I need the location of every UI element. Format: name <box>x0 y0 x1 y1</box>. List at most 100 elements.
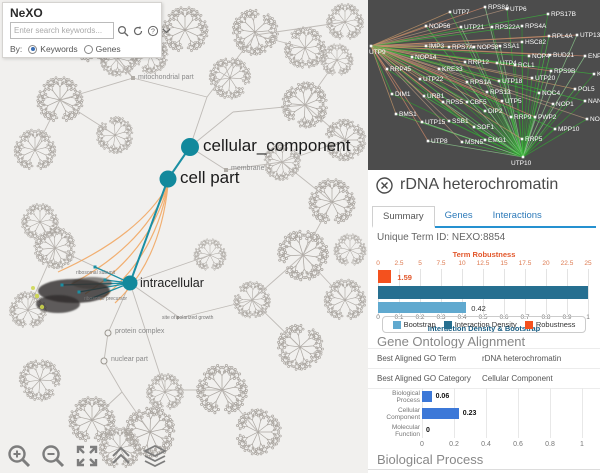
gene-node-UTP7[interactable]: UTP7 <box>453 9 470 16</box>
gene-node-ENP1[interactable]: ENP1 <box>588 53 600 60</box>
gene-node-IMP3[interactable]: IMP3 <box>429 43 445 50</box>
legend-item-bootstrap: Bootstrap <box>392 320 436 329</box>
term-title: rDNA heterochromatin <box>400 176 559 193</box>
gene-node-EMG1[interactable]: EMG1 <box>488 137 507 144</box>
zoom-in-button[interactable] <box>4 442 34 470</box>
ontology-graph-pane[interactable]: cellular_component cell part intracellular… <box>0 0 368 473</box>
gene-network-pane[interactable]: UTP9 UTP7 RPS8A UTP6 RPS17B NOP56 UTP21 RPS22A R… <box>368 0 600 170</box>
gene-node-RPS4A[interactable]: RPS4A <box>525 23 547 30</box>
gene-node-UTP8[interactable]: UTP8 <box>431 138 448 145</box>
layers-button[interactable] <box>140 442 170 470</box>
gene-node-NOC4[interactable]: NOC4 <box>542 90 561 97</box>
bootstrap-bar <box>378 302 467 313</box>
radio-keywords[interactable] <box>28 44 38 54</box>
search-input[interactable] <box>10 22 114 39</box>
gene-node-RRP9[interactable]: RRP9 <box>514 114 532 121</box>
robustness-value: 1.59 <box>397 273 412 282</box>
gene-node-RPS7A[interactable]: RPS7A <box>452 44 474 51</box>
gene-node-UTP20[interactable]: UTP20 <box>535 75 556 82</box>
close-icon[interactable] <box>376 176 393 194</box>
radio-genes[interactable] <box>83 44 93 54</box>
collapse-panel-chevron-icon[interactable] <box>162 26 171 35</box>
gene-node-RPS13[interactable]: RPS13 <box>490 89 511 96</box>
gene-node-RPS22A[interactable]: RPS22A <box>495 24 520 31</box>
radio-genes-label[interactable]: Genes <box>95 44 121 54</box>
gene-node-RPS9B[interactable]: RPS9B <box>554 68 576 75</box>
gene-node-RRP45[interactable]: RRP45 <box>390 66 411 73</box>
gene-node-BMS1[interactable]: BMS1 <box>399 111 417 118</box>
term-robustness-chart: Term Robustness 0 2.5 5 7.5 10 12.5 15 17.5 20 22… <box>368 250 600 342</box>
gene-node-SSB1[interactable]: SSB1 <box>452 118 469 125</box>
gene-node-UTP5[interactable]: UTP5 <box>505 98 522 105</box>
gene-node-RPS8A[interactable]: RPS8A <box>488 4 510 11</box>
robustness-axis-label: Interaction Density & Bootstrap <box>427 324 541 333</box>
gene-node-UTP9[interactable]: UTP9 <box>369 49 386 56</box>
search-panel: NeXO ? By: Keywords <box>2 2 171 58</box>
gene-node-UTP10[interactable]: UTP10 <box>511 160 532 167</box>
gene-node-RPL4A[interactable]: RPL4A <box>552 33 573 40</box>
collapse-all-button[interactable] <box>106 442 136 470</box>
term-detail-panel: rDNA heterochromatin Summary Genes Interac… <box>368 170 600 473</box>
gene-node-NOP58[interactable]: NOP58 <box>477 44 499 51</box>
gene-node-RRP12[interactable]: RRP12 <box>468 59 489 66</box>
app-title: NeXO <box>10 6 43 20</box>
gene-node-NOP4[interactable]: NOP4 <box>532 53 550 60</box>
gene-node-NOP6[interactable]: NOP6 <box>590 116 600 123</box>
gene-node-UTP4[interactable]: UTP4 <box>500 60 517 67</box>
search-by-label: By: <box>10 44 23 54</box>
unique-term-id: Unique Term ID: NEXO:8854 <box>377 232 506 243</box>
gene-node-MPP10[interactable]: MPP10 <box>558 126 580 133</box>
gene-node-RPS17B[interactable]: RPS17B <box>551 11 576 18</box>
refresh-icon[interactable] <box>132 25 144 37</box>
bootstrap-value: 0.42 <box>471 304 486 313</box>
gene-node-DIP2[interactable]: DIP2 <box>488 108 503 115</box>
gene-node-RCL1[interactable]: RCL1 <box>518 62 535 69</box>
tab-summary[interactable]: Summary <box>372 206 435 228</box>
gene-node-UTP18[interactable]: UTP18 <box>502 78 523 85</box>
gene-node-KRE33[interactable]: KRE33 <box>442 66 463 73</box>
node-circle-cellular-component[interactable] <box>181 138 199 156</box>
next-section-heading: Biological Process <box>377 452 484 467</box>
help-icon[interactable]: ? <box>147 25 159 37</box>
alignment-heading: Gene Ontology Alignment <box>377 334 526 349</box>
zoom-out-button[interactable] <box>38 442 68 470</box>
tab-interactions[interactable]: Interactions <box>492 210 542 221</box>
go-chart-row: Cellular Component 0.23 <box>386 406 477 421</box>
gene-node-UTP13[interactable]: UTP13 <box>580 32 600 39</box>
gene-node-URB1[interactable]: URB1 <box>427 93 445 100</box>
gene-node-UTP15[interactable]: UTP15 <box>425 119 446 126</box>
gene-node-NOP14[interactable]: NOP14 <box>415 54 437 61</box>
gene-node-POL5[interactable]: POL5 <box>578 86 595 93</box>
gene-node-NAN1[interactable]: NAN1 <box>588 98 600 105</box>
gene-node-BUD21[interactable]: BUD21 <box>553 52 574 59</box>
fit-to-screen-button[interactable] <box>72 442 102 470</box>
node-circle-cell-part[interactable] <box>159 170 177 188</box>
gene-node-PWP2[interactable]: PWP2 <box>538 114 557 121</box>
gene-node-SSA1[interactable]: SSA1 <box>503 43 520 50</box>
go-alignment-chart: 0 0.2 0.4 0.6 0.8 1 Biological Process 0.06 Cel… <box>378 386 590 450</box>
gene-node-NOP1[interactable]: NOP1 <box>556 101 574 108</box>
gene-node-RPS1A[interactable]: RPS1A <box>470 79 492 86</box>
gene-node-UTP6[interactable]: UTP6 <box>510 6 527 13</box>
alignment-row: Best Aligned GO Term rDNA heterochromatin <box>368 348 600 368</box>
gene-node-CBF5[interactable]: CBF5 <box>470 99 487 106</box>
gene-node-RPS5[interactable]: RPS5 <box>446 99 463 106</box>
radio-keywords-label[interactable]: Keywords <box>40 44 78 54</box>
tab-genes[interactable]: Genes <box>444 210 473 221</box>
robustness-bottom-axis: 0 0.1 0.2 0.3 0.4 0.5 0.6 0.7 0.8 0.9 1 <box>376 314 590 321</box>
gene-node-HSC82[interactable]: HSC82 <box>525 39 546 46</box>
gene-node-MSN5[interactable]: MSN5 <box>465 139 484 146</box>
ontology-graph-canvas <box>0 0 368 473</box>
graph-edges <box>27 21 346 433</box>
search-icon[interactable] <box>117 25 129 37</box>
gene-node-DIM1[interactable]: DIM1 <box>395 91 411 98</box>
robustness-legend: Bootstrap Interaction Density Robustness <box>381 316 587 333</box>
gene-node-NOP56[interactable]: NOP56 <box>429 23 451 30</box>
gene-node-RRP5[interactable]: RRP5 <box>525 136 543 143</box>
node-circle-intracellular[interactable] <box>122 275 138 291</box>
gene-node-UTP22[interactable]: UTP22 <box>423 76 444 83</box>
gene-node-KRR1[interactable]: KRR1 <box>597 71 600 78</box>
gene-node-UTP21[interactable]: UTP21 <box>464 24 485 31</box>
gene-node-SOF1[interactable]: SOF1 <box>477 124 494 131</box>
